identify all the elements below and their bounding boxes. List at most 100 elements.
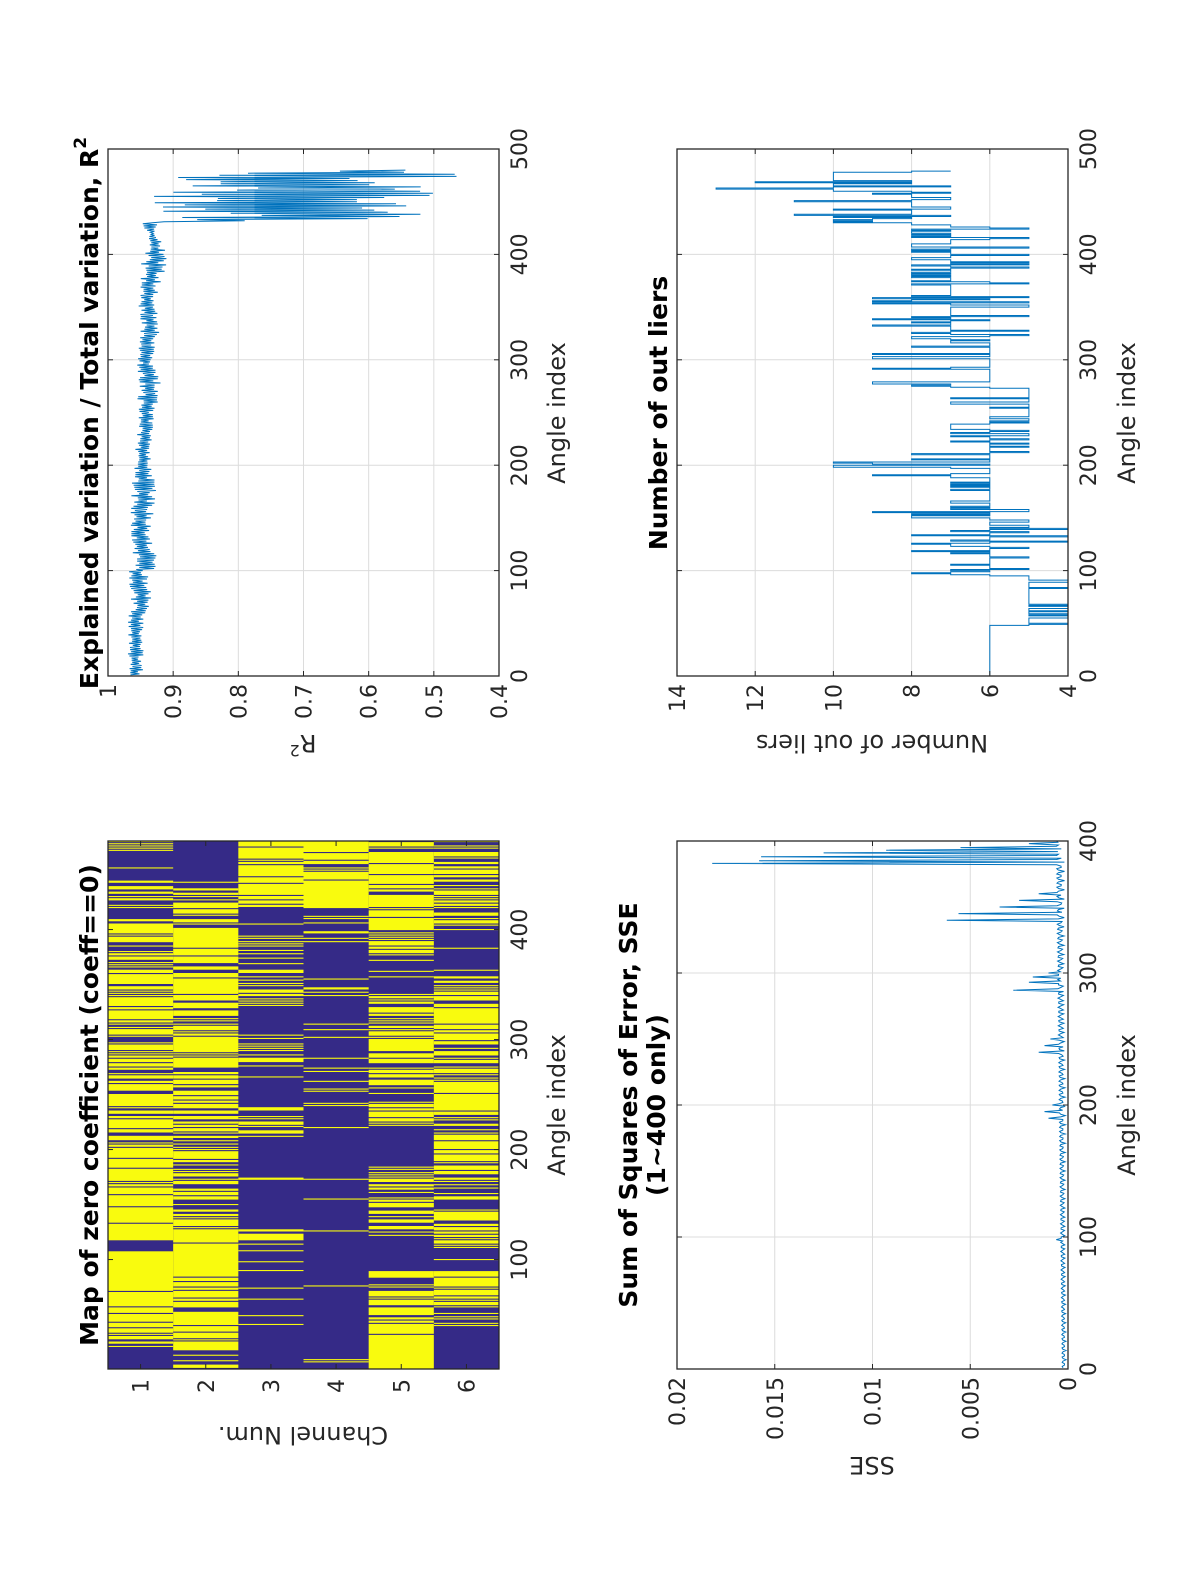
heatmap-cell-zero [108,1035,174,1037]
heatmap-cell-zero [173,1090,239,1096]
heatmap-cell-zero [173,1298,239,1301]
x-tick-label: 500 [508,128,533,170]
heatmap-cell-zero [433,875,500,878]
heatmap-cell-zero [108,1073,174,1075]
heatmap-cell-zero [238,1323,304,1325]
heatmap-cell-zero [238,979,304,981]
heatmap-cell-zero [238,941,304,943]
panel-zero-map: Map of zero coefficient (coeff==0) 100 20… [75,840,571,1449]
heatmap-cell-zero [368,847,434,849]
heatmap-cell-zero [108,1053,174,1055]
heatmap-cell-zero [173,1213,239,1217]
x-tick-label: 400 [508,909,533,951]
heatmap-cell-zero [173,1128,239,1132]
heatmap-cell-zero [433,869,500,874]
heatmap-cell-zero [173,1160,239,1163]
heatmap-cell-zero [108,990,174,992]
zero-map-ylabel: Channel Num. [218,1421,388,1449]
outliers-ylabel: Number of out liers [756,729,988,757]
outliers-title: Number of out liers [644,276,673,550]
sse-title-line2: (1~400 only) [642,1014,671,1196]
heatmap-cell-zero [238,1125,304,1127]
heatmap-cell-zero [238,1076,304,1078]
heatmap-cell-zero [173,1023,239,1025]
heatmap-cell-zero [433,1119,500,1121]
heatmap-cell-zero [433,917,500,920]
heatmap-cell-zero [173,888,239,891]
outliers-ticks: 0 100 200 300 400 500 4 6 8 10 12 14 [666,128,1102,712]
heatmap-cell-zero [433,1318,500,1320]
x-tick-label: 200 [1077,1084,1102,1126]
heatmap-cell-zero [433,1077,500,1079]
heatmap-cell-zero [108,1307,174,1313]
heatmap-cell-zero [368,1234,434,1236]
heatmap-cell-zero [238,1229,304,1232]
heatmap-cell-zero [238,989,304,993]
heatmap-cell-zero [368,864,434,874]
heatmap-cell-zero [108,997,174,1006]
x-tick-label: 200 [1077,444,1102,486]
heatmap-cell-zero [433,1132,500,1134]
heatmap-cell-zero [108,1119,174,1129]
heatmap-cell-zero [368,1202,434,1208]
sse-series-line [712,840,1068,1368]
heatmap-cell-zero [108,953,174,956]
heatmap-cell-zero [303,880,369,909]
heatmap-cell-zero [108,966,174,968]
heatmap-cell-zero [433,991,500,995]
heatmap-cell-zero [173,1217,239,1219]
heatmap-cell-zero [433,1296,500,1299]
heatmap-cell-zero [238,1043,304,1045]
heatmap-cell-zero [108,1168,174,1181]
heatmap-cell-zero [108,1223,174,1241]
heatmap-cell-zero [173,1135,239,1138]
y-tick-label: 0.6 [358,684,383,719]
heatmap-cell-zero [368,1111,434,1118]
heatmap-cell-zero [433,928,500,931]
heatmap-cell-zero [303,1178,369,1180]
heatmap-cell-zero [303,1285,369,1287]
heatmap-cell-zero [173,1146,239,1148]
heatmap-cell-zero [433,1068,500,1074]
heatmap-cell-zero [368,1092,434,1094]
heatmap-cell-zero [433,1227,500,1231]
heatmap-cell-zero [173,1341,239,1351]
heatmap-cell-zero [108,1129,174,1133]
heatmap-cell-zero [108,1026,174,1028]
heatmap-cell-zero [173,1168,239,1170]
heatmap-cell-zero [433,1209,500,1211]
heatmap-cell-zero [433,1074,500,1076]
heatmap-cell-zero [238,923,304,925]
heatmap-cell-zero [368,1299,434,1306]
heatmap-cell-zero [108,1322,174,1328]
heatmap-cell-zero [368,1219,434,1223]
r2-title-text: Explained variation / Total variation, R [75,149,104,689]
heatmap-cell-zero [433,900,500,903]
heatmap-cell-zero [368,1053,434,1058]
heatmap-cell-zero [173,1018,239,1020]
heatmap-cell-zero [368,1284,434,1286]
heatmap-cell-zero [108,934,174,936]
heatmap-cell-zero [433,1051,500,1056]
heatmap-cell-zero [238,957,304,959]
heatmap-cell-zero [173,973,239,978]
heatmap-cell-zero [433,924,500,926]
heatmap-cell-zero [238,1135,304,1137]
heatmap-cell-zero [173,1002,239,1009]
heatmap-cell-zero [433,1024,500,1030]
heatmap-cell-zero [368,993,434,995]
heatmap-cell-zero [238,883,304,895]
panel-outliers: Number of out liers 0 100 200 300 400 500 4 6 8 1… [644,128,1141,757]
y-tick-label: 3 [260,1379,285,1393]
heatmap-cell-zero [173,1057,239,1068]
y-tick-label: 0.8 [227,684,252,719]
heatmap-cell-zero [173,956,239,964]
y-tick-label: 4 [1057,684,1082,698]
heatmap-cell-zero [173,1079,239,1085]
heatmap-cell-zero [108,1341,174,1344]
heatmap-cell-zero [368,934,434,936]
heatmap-cell-zero [108,1055,174,1058]
heatmap-cell-zero [238,943,304,945]
heatmap-cell-zero [173,1191,239,1196]
heatmap-cell-zero [368,1290,434,1297]
